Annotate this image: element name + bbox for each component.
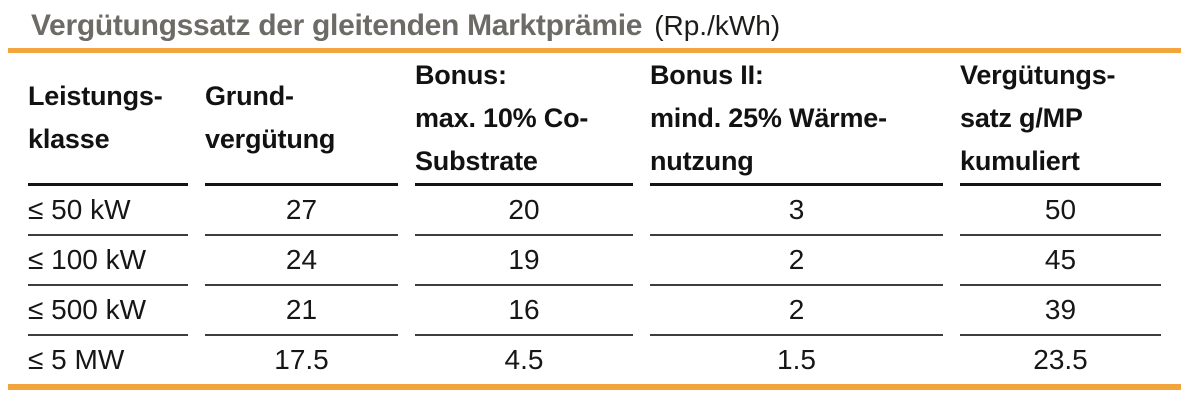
col-header-bonus-cosubstrate: Bonus: max. 10% Co- Substrate (415, 53, 633, 186)
col-header-leistungsklasse: Leistungs- klasse (28, 53, 188, 186)
table-cell: 21 (205, 286, 398, 336)
table-cell: 27 (205, 186, 398, 236)
table-cell: 45 (960, 236, 1161, 286)
table-cell: 3 (650, 186, 943, 236)
table-cell: 16 (415, 286, 633, 336)
row-label: ≤ 5 MW (28, 344, 125, 375)
table-cell: 24 (205, 236, 398, 286)
col-header-verguetungssatz-kumuliert: Vergütungs- satz g/MP kumuliert (960, 53, 1161, 186)
table-cell: 39 (960, 286, 1161, 336)
table-cell: 19 (415, 236, 633, 286)
col-header-grundverguetung: Grund- vergütung (205, 53, 398, 186)
row-label: ≤ 100 kW (28, 236, 188, 286)
figure-title-text: Vergütungssatz der gleitenden Marktprämi… (31, 9, 643, 42)
row-label: ≤ 500 kW (28, 286, 188, 336)
row-label: ≤ 50 kW (28, 186, 188, 236)
figure-title: Vergütungssatz der gleitenden Marktprämi… (0, 0, 1198, 43)
bottom-accent-rule (8, 384, 1181, 390)
table-cell: 17.5 (274, 344, 329, 375)
data-table: Leistungs- klasse Grund- vergütung Bonus… (28, 53, 1161, 384)
figure-title-unit: (Rp./kWh) (654, 10, 781, 41)
table-cell: 50 (960, 186, 1161, 236)
table-cell: 2 (650, 286, 943, 336)
table-cell: 20 (415, 186, 633, 236)
col-header-bonus2-waermenutzung: Bonus II: mind. 25% Wärme- nutzung (650, 53, 943, 186)
table-cell: 1.5 (777, 344, 816, 375)
table-cell: 23.5 (1033, 344, 1088, 375)
table-cell: 2 (650, 236, 943, 286)
table-cell: 4.5 (504, 344, 544, 375)
top-accent-rule (8, 48, 1181, 53)
